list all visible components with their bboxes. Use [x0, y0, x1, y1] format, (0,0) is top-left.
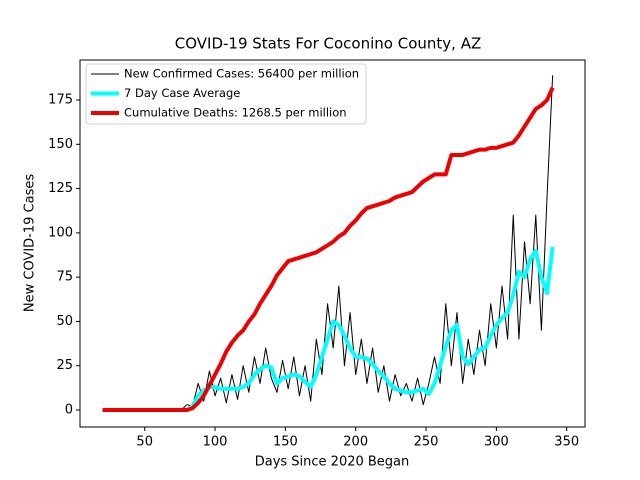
y-axis-label: New COVID-19 Cases	[23, 174, 38, 312]
x-tick-label: 350	[554, 435, 579, 450]
x-axis-label: Days Since 2020 Began	[255, 455, 410, 470]
y-tick-label: 0	[65, 402, 73, 417]
legend-box	[85, 63, 367, 125]
x-tick-label: 200	[343, 435, 368, 450]
y-tick-label: 175	[48, 93, 73, 108]
y-tick-label: 75	[56, 270, 73, 285]
plot-frame	[79, 59, 586, 428]
series-line	[102, 75, 554, 411]
series-line	[102, 86, 555, 412]
x-tick-label: 150	[273, 435, 298, 450]
legend-label: 7 Day Case Average	[124, 86, 240, 100]
chart-title: COVID-19 Stats For Coconino County, AZ	[175, 35, 481, 53]
x-tick-label: 100	[203, 435, 228, 450]
y-tick-label: 125	[48, 181, 73, 196]
legend: New Confirmed Cases: 56400 per million 7 …	[85, 63, 367, 125]
x-tick-label: 50	[136, 435, 153, 450]
y-tick-label: 25	[56, 358, 73, 373]
y-tick-label: 50	[56, 314, 73, 329]
x-tick-label: 300	[484, 435, 509, 450]
y-tick-label: 150	[48, 137, 73, 152]
legend-label: Cumulative Deaths: 1268.5 per million	[124, 106, 347, 120]
y-tick-label: 100	[48, 225, 73, 240]
legend-label: New Confirmed Cases: 56400 per million	[124, 67, 359, 81]
x-tick-label: 250	[414, 435, 439, 450]
series-line	[102, 246, 555, 412]
